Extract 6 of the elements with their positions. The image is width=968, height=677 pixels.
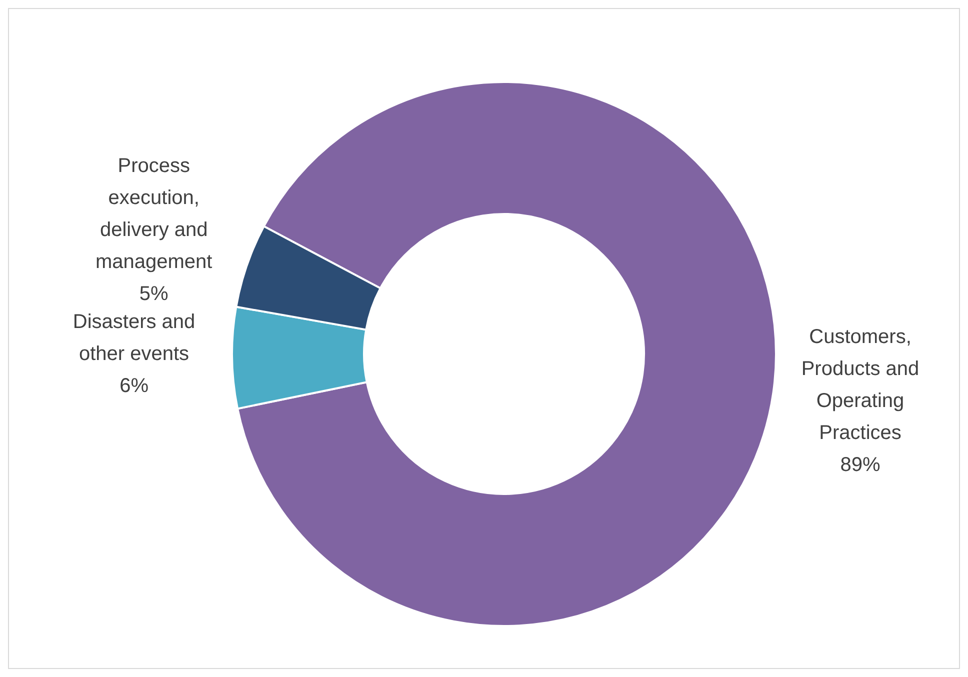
slice-label: Customers, Products and Operating Practices xyxy=(801,326,920,444)
data-label: 89% xyxy=(840,454,880,476)
slice-label: Disasters and other events xyxy=(72,311,196,366)
data-label: 6% xyxy=(120,375,149,398)
slice-label: Process execution, delivery and management xyxy=(96,155,213,274)
data-label: 5% xyxy=(139,283,169,306)
